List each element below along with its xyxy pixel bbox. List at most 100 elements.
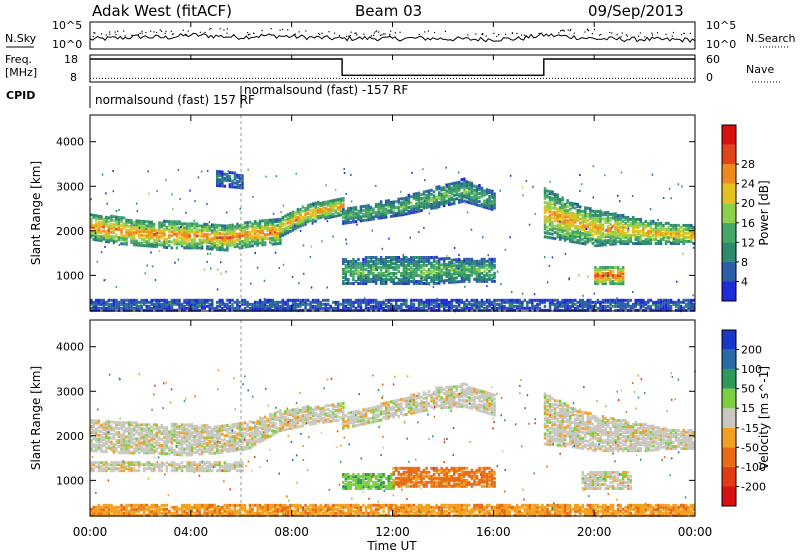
power-cell — [465, 186, 469, 190]
power-cell — [367, 278, 370, 281]
power-cell — [599, 211, 602, 215]
velocity-cell — [120, 445, 123, 449]
power-cell — [692, 225, 695, 229]
power-cell — [402, 197, 406, 200]
power-cell — [410, 270, 413, 273]
power-cell — [188, 238, 191, 242]
velocity-cell — [127, 423, 131, 427]
power-cell — [528, 298, 532, 302]
power-cell — [148, 306, 151, 310]
velocity-cell — [175, 431, 179, 434]
power-cell — [546, 207, 549, 211]
power-cell — [349, 212, 353, 216]
power-cell — [369, 207, 373, 211]
power-cell — [571, 224, 574, 228]
velocity-cell — [180, 423, 184, 427]
power-cell — [551, 302, 554, 306]
power-cell — [144, 272, 146, 275]
velocity-cell — [122, 441, 126, 445]
power-cell — [435, 261, 438, 265]
power-cell — [508, 300, 511, 304]
power-cell — [324, 308, 327, 312]
noise-search-point — [382, 33, 385, 35]
power-cell — [546, 219, 549, 223]
power-cell — [533, 298, 537, 302]
power-cell — [478, 204, 481, 208]
power-cell — [130, 302, 133, 306]
power-cell — [692, 306, 695, 310]
power-cell — [528, 306, 532, 310]
power-cell — [639, 298, 642, 302]
power-cell — [632, 217, 635, 221]
power-cell — [432, 270, 436, 273]
power-cell — [440, 277, 443, 281]
power-cell — [553, 211, 557, 214]
power-cell — [589, 217, 592, 221]
power-cell — [269, 218, 272, 222]
power-cell — [566, 229, 569, 233]
power-cell — [362, 214, 365, 218]
power-cell — [556, 233, 559, 237]
power-cell — [136, 202, 138, 205]
power-cell — [662, 300, 665, 304]
power-cell — [148, 228, 151, 232]
power-cell — [185, 230, 189, 234]
power-cell — [679, 225, 683, 229]
power-cell — [100, 237, 103, 241]
power-cell — [258, 241, 262, 245]
power-cell — [453, 199, 456, 203]
noise-search-point — [321, 32, 323, 34]
power-cell — [180, 302, 184, 306]
power-cell — [465, 184, 469, 188]
velocity-cell — [130, 439, 133, 443]
power-cell — [566, 225, 569, 229]
velocity-cell — [125, 449, 128, 453]
velocity-cell — [110, 432, 113, 436]
power-cell — [614, 300, 617, 304]
velocity-cell — [145, 437, 148, 441]
power-cell — [122, 298, 126, 302]
noise-search-point — [279, 29, 281, 31]
power-cell — [347, 278, 350, 281]
power-cell — [110, 238, 113, 242]
power-cell — [553, 193, 557, 196]
power-cell — [231, 231, 234, 235]
power-cell — [440, 192, 443, 196]
power-cell — [367, 276, 370, 279]
power-cell — [604, 278, 607, 281]
power-cell — [566, 235, 569, 239]
power-cell — [548, 224, 552, 228]
station-title: Adak West (fitACF) — [92, 2, 232, 20]
power-cell — [455, 298, 458, 302]
power-cell — [584, 234, 587, 238]
power-cell — [122, 302, 126, 306]
power-cell — [490, 191, 494, 195]
power-cell — [110, 226, 113, 230]
velocity-cell — [92, 419, 95, 423]
power-cell — [483, 203, 486, 207]
power-cell — [382, 266, 385, 269]
velocity-cell — [155, 423, 158, 427]
power-cell — [221, 302, 224, 306]
power-cell — [624, 233, 627, 237]
power-cell — [269, 298, 272, 302]
power-cell — [170, 246, 174, 250]
power-cell — [173, 226, 176, 230]
power-cell — [551, 220, 554, 224]
power-cell — [198, 298, 201, 302]
power-cell — [478, 306, 481, 310]
power-cell — [342, 302, 345, 306]
power-cell — [448, 191, 451, 194]
power-cell — [450, 272, 453, 276]
power-cell — [314, 215, 317, 219]
freq-series — [90, 58, 695, 77]
power-cell — [543, 189, 547, 193]
power-cell — [652, 300, 655, 304]
power-cell — [95, 216, 98, 220]
power-cell — [637, 298, 640, 302]
power-cell — [581, 231, 585, 235]
power-cell — [223, 178, 227, 182]
power-cell — [142, 300, 146, 304]
power-cell — [188, 234, 191, 238]
noise-search-point — [165, 30, 167, 32]
